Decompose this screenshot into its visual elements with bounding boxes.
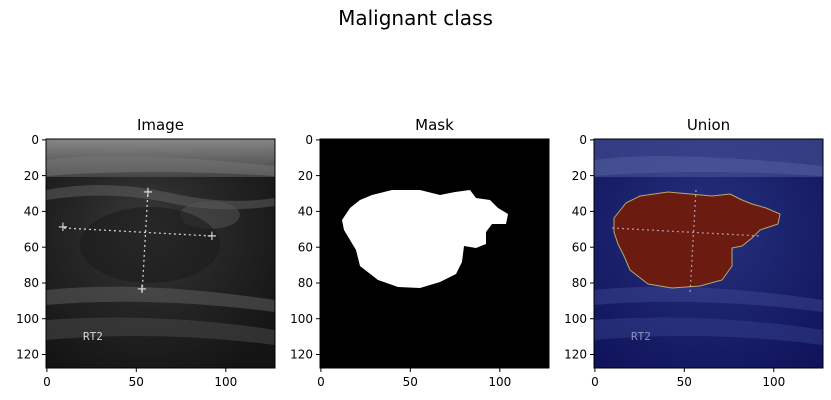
image-panel: Image + + + + RT2 0 50 100 (16, 116, 276, 389)
mask-panel-xticks: 0 50 100 (317, 368, 511, 389)
ytick-label: 60 (298, 241, 313, 255)
ultrasound-image: + + + + RT2 (46, 139, 275, 368)
union-overlay-label: RT2 (631, 330, 651, 343)
xtick-label: 0 (591, 375, 599, 389)
ytick-label: 120 (16, 348, 39, 362)
union-panel-yticks: 0 20 40 60 80 100 120 (564, 133, 594, 362)
xtick-label: 100 (762, 375, 785, 389)
ytick-label: 20 (24, 169, 39, 183)
ytick-label: 80 (298, 276, 313, 290)
svg-text:+: + (143, 185, 154, 200)
ytick-label: 0 (31, 133, 39, 147)
ytick-label: 60 (572, 241, 587, 255)
figure-title: Malignant class (338, 6, 493, 30)
xtick-label: 100 (214, 375, 237, 389)
union-panel-xticks: 0 50 100 (591, 368, 785, 389)
ytick-label: 20 (298, 169, 313, 183)
ytick-label: 80 (572, 276, 587, 290)
union-panel: Union RT2 0 50 100 (564, 116, 824, 389)
xtick-label: 50 (129, 375, 144, 389)
image-panel-title: Image (137, 116, 184, 134)
union-lesion-overlay (613, 191, 781, 289)
ytick-label: 40 (24, 205, 39, 219)
xtick-label: 50 (403, 375, 418, 389)
ytick-label: 100 (290, 312, 313, 326)
xtick-label: 0 (317, 375, 325, 389)
mask-panel-yticks: 0 20 40 60 80 100 120 (290, 133, 320, 362)
ytick-label: 100 (16, 312, 39, 326)
ytick-label: 0 (305, 133, 313, 147)
svg-text:+: + (137, 282, 148, 297)
image-panel-yticks: 0 20 40 60 80 100 120 (16, 133, 46, 362)
ytick-label: 40 (298, 205, 313, 219)
svg-text:+: + (207, 229, 218, 244)
mask-panel: Mask 0 50 100 0 20 40 60 80 100 120 (290, 116, 550, 389)
mask-lesion-shape (342, 190, 508, 288)
ytick-label: 40 (572, 205, 587, 219)
ytick-label: 20 (572, 169, 587, 183)
xtick-label: 50 (677, 375, 692, 389)
xtick-label: 100 (488, 375, 511, 389)
ytick-label: 60 (24, 241, 39, 255)
ytick-label: 120 (564, 348, 587, 362)
ytick-label: 0 (579, 133, 587, 147)
xtick-label: 0 (43, 375, 51, 389)
svg-text:+: + (58, 220, 69, 235)
ytick-label: 80 (24, 276, 39, 290)
image-panel-xticks: 0 50 100 (43, 368, 237, 389)
image-overlay-label: RT2 (83, 330, 103, 343)
ytick-label: 100 (564, 312, 587, 326)
mask-panel-title: Mask (415, 116, 454, 134)
ytick-label: 120 (290, 348, 313, 362)
union-image: RT2 (594, 139, 823, 368)
union-panel-title: Union (687, 116, 730, 134)
